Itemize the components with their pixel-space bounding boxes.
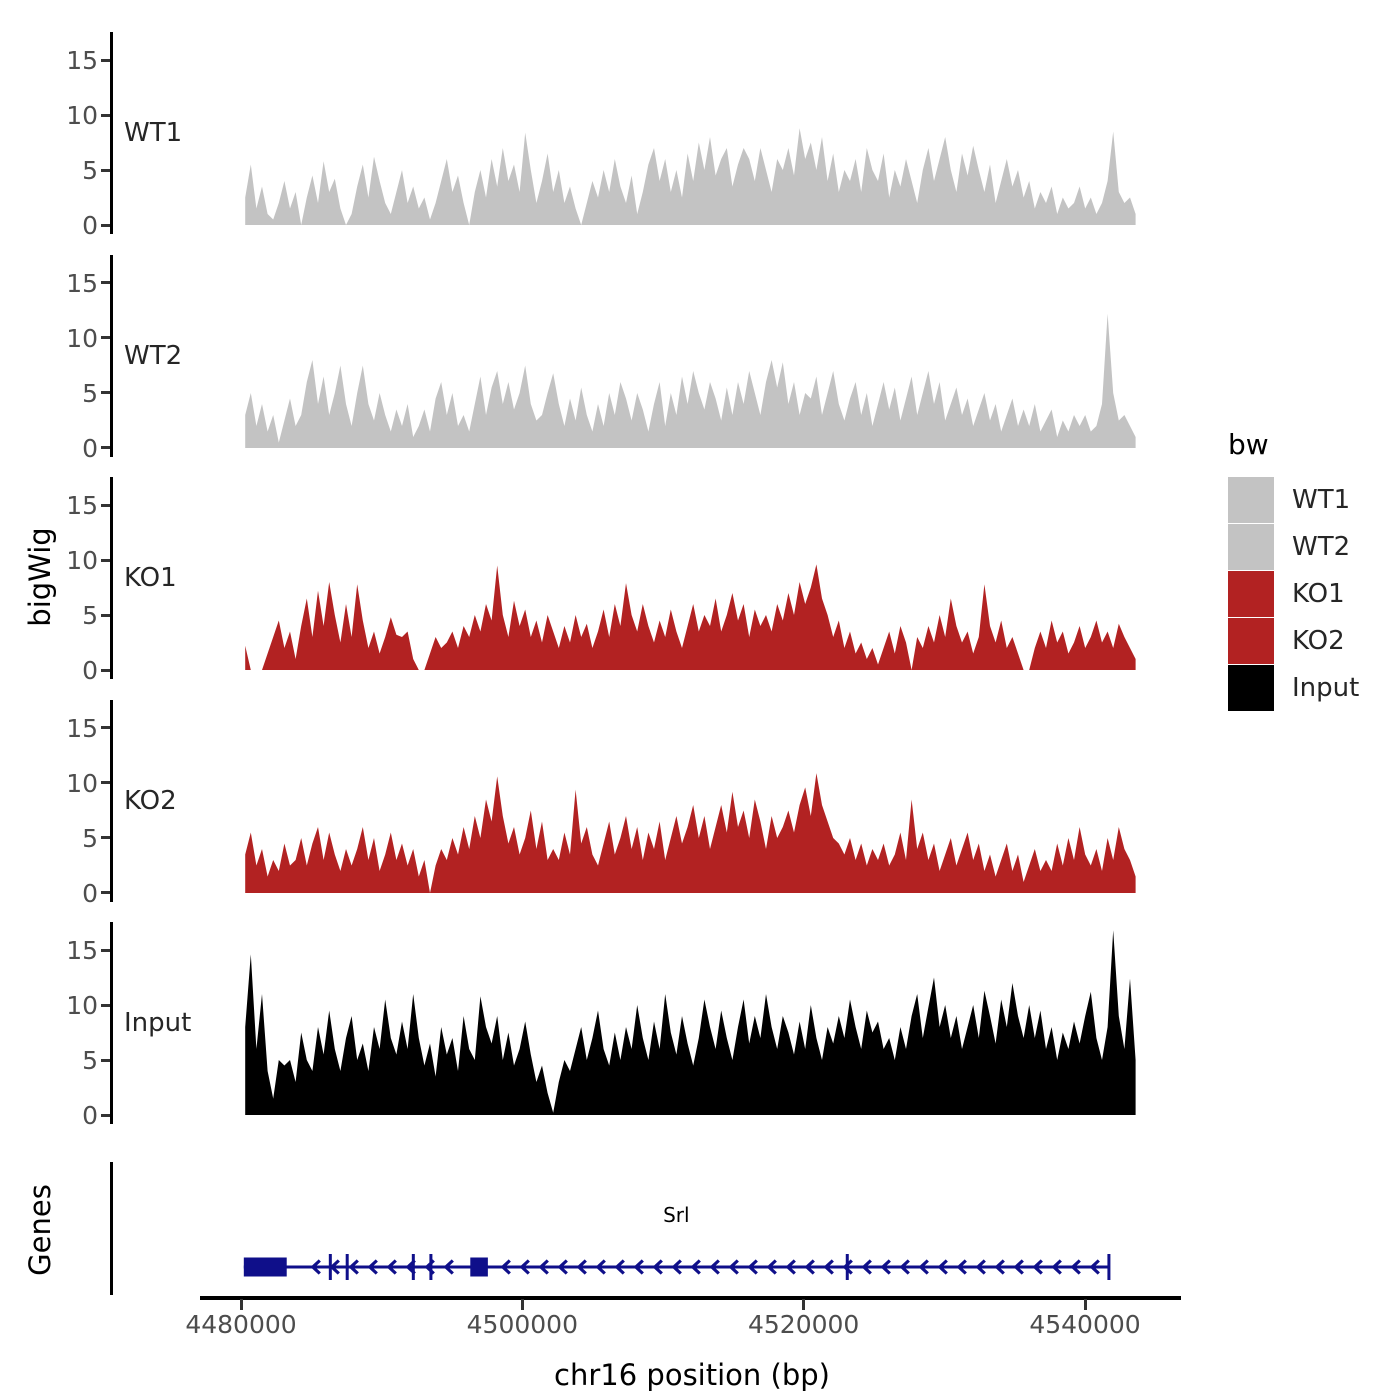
y-tick-mark bbox=[101, 891, 110, 894]
legend-title: bw bbox=[1228, 428, 1269, 461]
coverage-area-input bbox=[245, 930, 1136, 1115]
y-tick-label: 0 bbox=[82, 878, 98, 908]
legend-label: KO1 bbox=[1292, 579, 1345, 609]
y-tick-mark bbox=[101, 1003, 110, 1007]
y-tick-label: 0 bbox=[82, 433, 98, 463]
coverage-area-ko2 bbox=[245, 772, 1136, 893]
y-tick-label: 15 bbox=[66, 491, 98, 520]
track-y-axis-line bbox=[110, 699, 113, 902]
track-label-ko1: KO1 bbox=[124, 563, 177, 593]
y-tick-label: 15 bbox=[66, 713, 98, 743]
x-tick-label: 4500000 bbox=[466, 1310, 578, 1339]
legend-item-wt2: WT2 bbox=[1228, 524, 1359, 570]
coverage-area-ko1 bbox=[245, 564, 1136, 670]
x-tick-label: 4520000 bbox=[747, 1310, 860, 1339]
track-label-wt1: WT1 bbox=[124, 118, 183, 148]
legend-items: WT1 WT2 KO1 KO2 Input bbox=[1228, 477, 1359, 711]
y-tick-mark bbox=[101, 281, 110, 284]
y-tick-mark bbox=[101, 1113, 110, 1117]
y-tick-label: 10 bbox=[66, 546, 98, 575]
y-tick-label: 15 bbox=[66, 268, 98, 298]
legend-label: WT2 bbox=[1292, 532, 1351, 562]
track-y-axis-line bbox=[110, 32, 113, 234]
y-tick-mark bbox=[101, 503, 110, 507]
legend-swatch bbox=[1228, 524, 1274, 570]
x-axis-line bbox=[200, 1296, 1181, 1300]
track-label-wt2: WT2 bbox=[124, 340, 183, 371]
y-tick-mark bbox=[101, 336, 110, 339]
legend-item-input: Input bbox=[1228, 665, 1359, 711]
x-tick-mark bbox=[520, 1299, 524, 1310]
y-tick-label: 10 bbox=[66, 323, 98, 353]
legend-swatch bbox=[1228, 665, 1274, 711]
gene-name-label: Srl bbox=[663, 1203, 690, 1227]
legend-swatch bbox=[1228, 477, 1274, 523]
track-label-input: Input bbox=[124, 1008, 192, 1038]
genes-y-axis-line bbox=[110, 1162, 113, 1295]
y-tick-mark bbox=[101, 781, 110, 784]
legend-label: Input bbox=[1292, 673, 1360, 703]
y-tick-label: 5 bbox=[82, 601, 98, 630]
y-tick-label: 5 bbox=[82, 378, 98, 408]
y-tick-mark bbox=[101, 113, 110, 117]
y-tick-mark bbox=[101, 391, 110, 394]
x-tick-label: 4480000 bbox=[185, 1310, 297, 1339]
legend-item-ko1: KO1 bbox=[1228, 571, 1359, 617]
gene-model bbox=[243, 1254, 1111, 1280]
y-tick-label: 10 bbox=[66, 101, 98, 130]
y-tick-label: 10 bbox=[66, 768, 98, 798]
x-tick-mark bbox=[1083, 1299, 1087, 1310]
legend-item-wt1: WT1 bbox=[1228, 477, 1359, 523]
legend-item-ko2: KO2 bbox=[1228, 618, 1359, 664]
x-tick-mark bbox=[239, 1299, 243, 1310]
y-tick-mark bbox=[101, 726, 110, 729]
y-tick-mark bbox=[101, 613, 110, 617]
y-tick-label: 5 bbox=[82, 1046, 98, 1075]
track-y-axis-line bbox=[110, 254, 113, 457]
y-tick-label: 0 bbox=[82, 656, 98, 685]
y-tick-label: 10 bbox=[66, 991, 98, 1020]
y-tick-mark bbox=[101, 1058, 110, 1062]
track-y-axis-line bbox=[110, 922, 113, 1124]
y-tick-mark bbox=[101, 58, 110, 62]
x-axis-title: chr16 position (bp) bbox=[554, 1358, 830, 1392]
y-tick-mark bbox=[101, 668, 110, 672]
y-tick-label: 5 bbox=[82, 156, 98, 185]
legend-swatch bbox=[1228, 571, 1274, 617]
legend-swatch bbox=[1228, 618, 1274, 664]
track-label-ko2: KO2 bbox=[124, 785, 177, 816]
y-tick-mark bbox=[101, 948, 110, 952]
y-tick-mark bbox=[101, 446, 110, 449]
y-tick-label: 15 bbox=[66, 46, 98, 75]
legend-label: WT1 bbox=[1292, 485, 1351, 515]
y-tick-mark bbox=[101, 223, 110, 227]
legend: bw WT1 WT2 KO1 KO2 Input bbox=[1228, 428, 1359, 712]
coverage-area-wt2 bbox=[245, 313, 1136, 448]
y-tick-label: 15 bbox=[66, 936, 98, 965]
y-tick-label: 5 bbox=[82, 823, 98, 853]
y-tick-label: 0 bbox=[82, 1101, 98, 1130]
y-tick-label: 0 bbox=[82, 211, 98, 240]
y-tick-mark bbox=[101, 168, 110, 172]
x-tick-mark bbox=[802, 1299, 806, 1310]
coverage-area-wt1 bbox=[245, 128, 1136, 225]
y-tick-mark bbox=[101, 836, 110, 839]
legend-label: KO2 bbox=[1292, 626, 1345, 656]
track-y-axis-line bbox=[110, 477, 113, 679]
x-tick-label: 4540000 bbox=[1029, 1310, 1141, 1339]
y-tick-mark bbox=[101, 558, 110, 562]
genes-axis-title: Genes bbox=[23, 1184, 57, 1276]
